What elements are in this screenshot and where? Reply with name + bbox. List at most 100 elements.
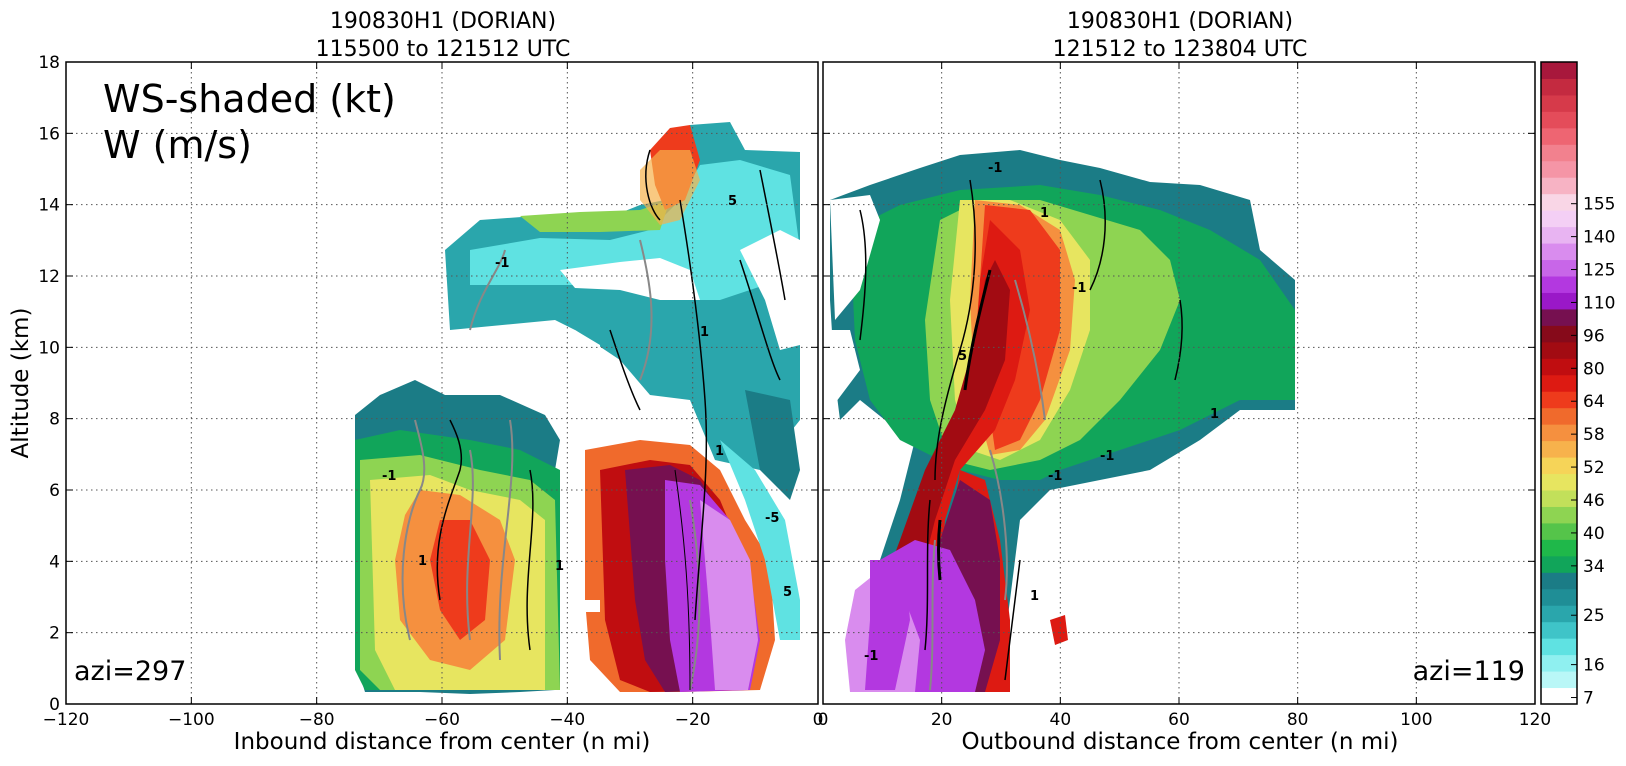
colorbar-swatch — [1541, 572, 1577, 590]
left-y-ticks: 0 2 4 6 8 10 12 14 16 18 — [38, 53, 818, 715]
contour-label: 1 — [418, 554, 427, 569]
x-tick-label: −20 — [675, 710, 711, 730]
annotation-ws-shaded: WS-shaded (kt) — [103, 77, 396, 121]
colorbar-swatch — [1541, 588, 1577, 606]
right-panel: 0 20 40 60 80 100 120 -1 1 -1 -1 -1 1 5 -1 1 1… — [818, 9, 1552, 755]
contour-label: -1 — [864, 649, 878, 664]
colorbar-swatch — [1541, 654, 1577, 672]
colorbar-tick-label: 40 — [1583, 524, 1605, 544]
colorbar-swatch — [1541, 94, 1577, 112]
colorbar-swatch — [1541, 308, 1577, 326]
colorbar-swatch — [1541, 325, 1577, 343]
contour-label: -5 — [765, 511, 779, 526]
colorbar-swatch — [1541, 621, 1577, 639]
colorbar-tick-label: 125 — [1583, 261, 1615, 281]
colorbar-swatch — [1541, 440, 1577, 458]
contour-label: 1 — [715, 444, 724, 459]
colorbar: 7 16 25 34 40 46 52 58 64 80 96 110 125 140 155 — [1540, 61, 1615, 709]
left-x-ticks: −120 −100 −80 −60 −40 −20 0 — [43, 62, 823, 730]
x-tick-label: 40 — [1050, 710, 1072, 730]
x-tick-label: −40 — [549, 710, 585, 730]
annotation-w: W (m/s) — [103, 123, 252, 167]
colorbar-swatch — [1541, 62, 1577, 79]
colorbar-swatch — [1541, 457, 1577, 475]
colorbar-tick-label: 46 — [1583, 491, 1605, 511]
contour-label: -1 — [1100, 449, 1114, 464]
contour-label: 1 — [555, 559, 564, 574]
x-tick-label: 100 — [1400, 710, 1432, 730]
colorbar-tick-label: 58 — [1583, 425, 1605, 445]
contour-label: -1 — [1072, 281, 1086, 296]
colorbar-swatch — [1541, 243, 1577, 261]
colorbar-swatch — [1541, 144, 1577, 162]
colorbar-tick-label: 155 — [1583, 195, 1615, 215]
colorbar-swatch — [1541, 522, 1577, 540]
contour-label: 1 — [1210, 407, 1219, 422]
y-tick-label: 6 — [49, 481, 60, 501]
x-tick-label: 120 — [1519, 710, 1551, 730]
colorbar-swatch — [1541, 193, 1577, 211]
x-tick-label: 60 — [1168, 710, 1190, 730]
y-tick-label: 16 — [38, 124, 60, 144]
colorbar-tick-label: 25 — [1583, 606, 1605, 626]
colorbar-swatch — [1541, 210, 1577, 228]
colorbar-tick-label: 140 — [1583, 228, 1615, 248]
y-tick-label: 4 — [49, 552, 60, 572]
contour-label: 5 — [783, 585, 792, 600]
right-title-line1: 190830H1 (DORIAN) — [1067, 9, 1293, 34]
colorbar-swatch — [1541, 177, 1577, 195]
colorbar-swatch — [1541, 276, 1577, 293]
colorbar-swatch — [1541, 687, 1577, 705]
x-tick-label: −80 — [299, 710, 335, 730]
colorbar-swatch — [1541, 292, 1577, 310]
right-x-axis-label: Outbound distance from center (n mi) — [962, 729, 1399, 755]
colorbar-swatch — [1541, 539, 1577, 557]
colorbar-swatch — [1541, 259, 1577, 277]
y-tick-label: 12 — [38, 267, 60, 287]
colorbar-tick-label: 96 — [1583, 326, 1605, 346]
colorbar-swatch — [1541, 638, 1577, 656]
colorbar-tick-label: 110 — [1583, 293, 1615, 313]
colorbar-swatch — [1541, 555, 1577, 573]
contour-label: 1 — [1040, 206, 1049, 221]
colorbar-swatch — [1541, 78, 1577, 96]
colorbar-swatch — [1541, 605, 1577, 623]
colorbar-tick-label: 34 — [1583, 557, 1605, 577]
x-tick-label: −100 — [168, 710, 215, 730]
colorbar-swatch — [1541, 160, 1577, 178]
right-x-ticks: 0 20 40 60 80 100 120 — [818, 62, 1551, 730]
contour-label: 5 — [958, 349, 967, 364]
x-tick-label: −120 — [43, 710, 90, 730]
colorbar-swatches — [1541, 62, 1577, 705]
colorbar-swatch — [1541, 473, 1577, 491]
x-tick-label: 80 — [1287, 710, 1309, 730]
contour-label: 1 — [1030, 589, 1039, 604]
right-title-line2: 121512 to 123804 UTC — [1053, 37, 1308, 62]
x-tick-label: 20 — [931, 710, 953, 730]
colorbar-tick-label: 7 — [1583, 689, 1594, 709]
colorbar-swatch — [1541, 671, 1577, 689]
x-tick-label: 0 — [818, 710, 829, 730]
contour-label: -1 — [988, 161, 1002, 176]
contour-label: -1 — [495, 256, 509, 271]
colorbar-swatch — [1541, 358, 1577, 376]
colorbar-swatch — [1541, 506, 1577, 524]
left-shaded-field — [355, 122, 800, 694]
colorbar-swatch — [1541, 490, 1577, 507]
y-axis-label: Altitude (km) — [8, 308, 34, 459]
left-azimuth-label: azi=297 — [74, 656, 186, 687]
colorbar-swatch — [1541, 127, 1577, 145]
contour-label: 5 — [728, 194, 737, 209]
y-tick-label: 8 — [49, 410, 60, 430]
y-tick-label: 10 — [38, 338, 60, 358]
right-y-ticks — [823, 61, 1535, 705]
left-grid — [66, 62, 818, 704]
colorbar-tick-label: 52 — [1583, 458, 1605, 478]
y-tick-label: 14 — [38, 196, 60, 216]
right-shaded-field — [830, 150, 1295, 692]
colorbar-frame — [1540, 61, 1578, 705]
colorbar-swatch — [1541, 226, 1577, 244]
y-tick-label: 2 — [49, 624, 60, 644]
